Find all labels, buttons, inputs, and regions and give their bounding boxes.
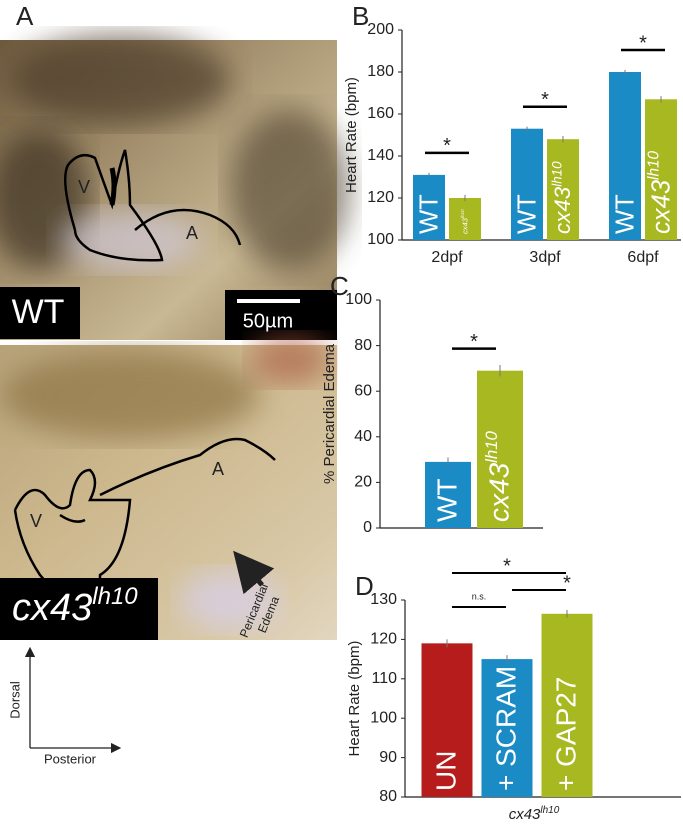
- genotype-base: cx43: [12, 587, 92, 629]
- label: WT: [432, 478, 463, 522]
- label: + SCRAM: [491, 666, 522, 791]
- label-base: WT: [432, 478, 463, 522]
- label-base: UN: [431, 751, 462, 791]
- chamber-label: V: [30, 511, 42, 531]
- y-tick-label: 120: [367, 189, 394, 206]
- panel-label: B: [352, 1, 369, 31]
- label: cx43lh10: [460, 209, 469, 234]
- bar: [609, 72, 641, 240]
- y-tick-label: 100: [370, 709, 397, 726]
- x-tick-label: 2dpf: [431, 249, 463, 266]
- chamber-label: V: [78, 177, 90, 197]
- label-base: WT: [513, 194, 541, 234]
- y-tick-label: 100: [345, 291, 372, 308]
- y-axis-title: % Pericardial Edema: [321, 343, 338, 484]
- bar: [425, 461, 471, 528]
- bar: [421, 643, 473, 797]
- bar: [541, 613, 593, 797]
- orientation-label: Dorsal: [7, 681, 22, 719]
- label-base: cx43: [460, 217, 469, 234]
- label-base: WT: [611, 194, 639, 234]
- label-base: + SCRAM: [491, 666, 522, 791]
- significance-label: *: [503, 555, 511, 577]
- label-sup: lh10: [482, 430, 501, 462]
- micrograph-top: V A WT 50µm: [0, 35, 350, 340]
- label-sup: lh10: [460, 209, 465, 218]
- label-base: cx43: [509, 806, 541, 823]
- significance-label: *: [639, 32, 647, 54]
- significance-label: *: [541, 89, 549, 111]
- bar: [547, 139, 579, 240]
- significance-label: *: [470, 331, 478, 353]
- label-base: cx43: [550, 186, 575, 234]
- label: WT: [513, 194, 541, 234]
- scale-bar-label: 50µm: [243, 310, 293, 332]
- y-tick-label: 100: [367, 231, 394, 248]
- y-tick-label: 140: [367, 147, 394, 164]
- genotype-sup: lh10: [92, 583, 138, 610]
- y-tick-label: 0: [363, 519, 372, 536]
- bar: [481, 659, 533, 797]
- panel-label: D: [355, 571, 374, 601]
- bar: [449, 198, 481, 240]
- y-tick-label: 80: [354, 337, 372, 354]
- y-tick-label: 40: [354, 428, 372, 445]
- bar: [511, 128, 543, 240]
- label: cx43lh10: [646, 150, 675, 234]
- y-tick-label: 130: [370, 591, 397, 608]
- bar: [477, 370, 523, 528]
- label: + GAP27: [551, 677, 582, 791]
- panel-label: C: [330, 271, 349, 301]
- y-tick-label: 90: [379, 749, 397, 766]
- x-tick-label: 3dpf: [529, 249, 561, 266]
- y-tick-label: 60: [354, 382, 372, 399]
- label: cx43lh10: [482, 430, 514, 522]
- label-sup: lh10: [540, 805, 559, 816]
- y-tick-label: 80: [379, 788, 397, 805]
- chamber-label: A: [186, 223, 198, 243]
- y-axis-title: Heart Rate (bpm): [343, 77, 360, 193]
- x-tick-label: 6dpf: [627, 249, 659, 266]
- panel-label: A: [16, 1, 34, 31]
- orientation: Dorsal Posterior: [7, 646, 122, 766]
- bar: [645, 99, 677, 240]
- label: UN: [431, 751, 462, 791]
- y-tick-label: 120: [370, 631, 397, 648]
- micrograph-bottom: A V Pericardial Edema cx43lh10: [0, 335, 337, 640]
- orientation-label: Posterior: [44, 751, 97, 766]
- y-axis-title: Heart Rate (bpm): [346, 641, 363, 757]
- label: cx43lh10: [509, 805, 560, 823]
- genotype-label: cx43lh10: [12, 583, 138, 629]
- y-tick-label: 200: [367, 21, 394, 38]
- significance-label: *: [563, 572, 571, 594]
- bar: [413, 174, 445, 240]
- label: WT: [415, 194, 443, 234]
- label: cx43lh10: [549, 161, 575, 234]
- label-base: cx43: [484, 462, 515, 522]
- label-base: cx43: [647, 179, 675, 234]
- y-tick-label: 20: [354, 474, 372, 491]
- label-base: WT: [415, 194, 443, 234]
- chamber-label: A: [212, 459, 224, 479]
- label-sup: lh10: [646, 150, 663, 179]
- y-tick-label: 110: [371, 670, 397, 687]
- y-tick-label: 160: [367, 105, 394, 122]
- label-sup: lh10: [549, 161, 564, 187]
- significance-label: n.s.: [472, 591, 487, 601]
- label: WT: [611, 194, 639, 234]
- y-tick-label: 180: [367, 63, 394, 80]
- label-base: + GAP27: [551, 677, 582, 791]
- genotype-label: WT: [12, 293, 65, 331]
- significance-label: *: [443, 135, 451, 157]
